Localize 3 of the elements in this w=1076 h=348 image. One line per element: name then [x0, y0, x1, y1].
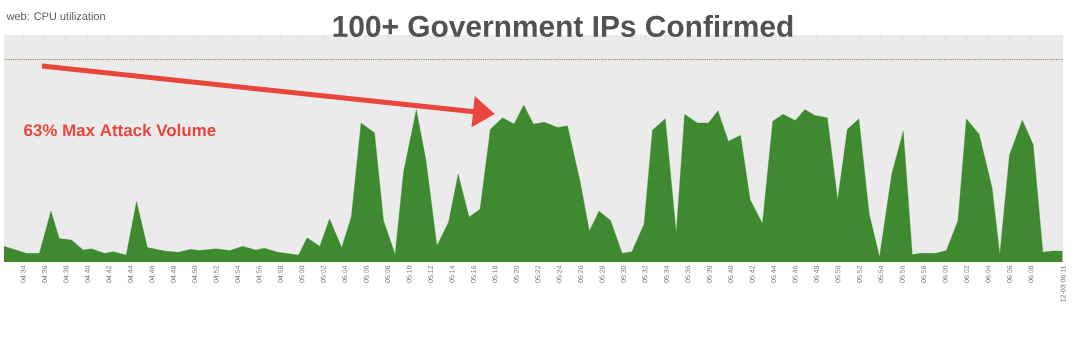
text: web: CPU utilization — [6, 11, 105, 21]
chart-title: 100+ Government IPs Confirmed — [333, 15, 793, 37]
annotation: 63% Max Attack Volume — [24, 123, 216, 137]
